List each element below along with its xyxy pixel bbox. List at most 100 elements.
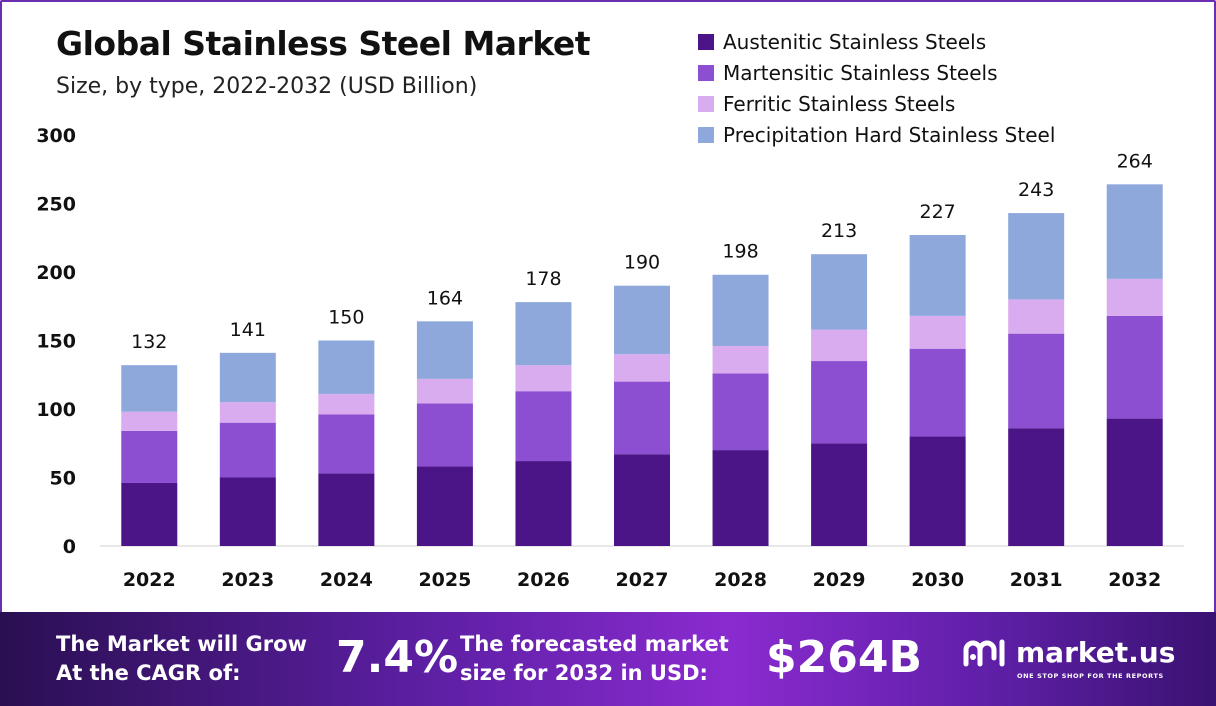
forecast-label: The forecasted market size for 2032 in U… (460, 630, 729, 688)
legend-label: Precipitation Hard Stainless Steel (723, 122, 1056, 147)
bar-total-label: 198 (722, 241, 758, 263)
y-tick-label: 200 (36, 262, 76, 284)
x-tick-label: 2030 (911, 569, 964, 591)
brand-tagline: ONE STOP SHOP FOR THE REPORTS (1017, 672, 1164, 680)
x-tick-label: 2026 (517, 569, 570, 591)
bar-segment (416, 378, 473, 404)
bar-total-label: 150 (328, 307, 364, 329)
legend-item: Ferritic Stainless Steels (698, 88, 1055, 119)
bar-segment (1008, 333, 1065, 429)
x-tick-label: 2022 (123, 569, 176, 591)
bar-segment (614, 381, 670, 455)
bar-segment (318, 473, 375, 546)
bar-segment (811, 361, 868, 444)
bar-total-label: 243 (1018, 179, 1054, 201)
brand-name: market.us (1016, 636, 1176, 669)
bar-segment (909, 235, 966, 316)
bar-total-label: 227 (920, 201, 956, 223)
bar-segment (1106, 418, 1163, 546)
bar-segment (1008, 299, 1065, 334)
bar-segment (909, 436, 966, 546)
bar-total-label: 264 (1117, 150, 1153, 172)
bar-total-label: 164 (427, 287, 463, 309)
bar-segment (318, 340, 375, 394)
cagr-value: 7.4% (336, 632, 459, 683)
bar-segment (712, 345, 769, 374)
legend-label: Ferritic Stainless Steels (723, 91, 956, 116)
forecast-label-line1: The forecasted market (460, 632, 729, 656)
market-us-logo-icon (963, 639, 1005, 666)
cagr-label-line1: The Market will Grow (56, 632, 307, 656)
bar-segment (614, 285, 670, 355)
bar-total-label: 132 (131, 331, 167, 353)
legend: Austenitic Stainless Steels Martensitic S… (698, 26, 1055, 150)
bar-segment (515, 461, 572, 546)
bar-segment (515, 302, 572, 366)
bar-segment (121, 365, 178, 412)
bar-total-label: 190 (624, 252, 660, 274)
bar-total-label: 178 (525, 268, 561, 290)
bar-segment (121, 411, 178, 431)
footer-banner: The Market will Grow At the CAGR of: 7.4… (0, 612, 1216, 706)
bar-segment (811, 329, 868, 362)
bar-segment (712, 274, 769, 346)
bar-segment (1008, 213, 1065, 300)
bar-total-label: 213 (821, 220, 857, 242)
bar-segment (1008, 428, 1065, 546)
x-tick-label: 2029 (813, 569, 866, 591)
x-tick-label: 2031 (1010, 569, 1063, 591)
y-tick-label: 150 (36, 331, 76, 353)
bar-segment (1106, 184, 1163, 279)
legend-item: Martensitic Stainless Steels (698, 57, 1055, 88)
chart-title: Global Stainless Steel Market (56, 24, 591, 63)
bar-segment (614, 354, 670, 382)
bar-segment (515, 391, 572, 462)
legend-swatch (698, 126, 714, 143)
bar-segment (614, 454, 670, 546)
bar-segment (1106, 278, 1163, 316)
bar-segment (811, 254, 868, 330)
legend-swatch (698, 64, 714, 81)
bar-total-label: 141 (230, 319, 266, 341)
x-tick-label: 2028 (714, 569, 767, 591)
legend-item: Precipitation Hard Stainless Steel (698, 119, 1055, 150)
bar-segment (121, 430, 178, 483)
y-tick-label: 300 (36, 125, 76, 147)
x-tick-label: 2023 (221, 569, 274, 591)
bar-segment (712, 373, 769, 451)
stacked-bar-chart: 0 50 100 150 200 250 300 132 2022 141 2023 150 2024 1… (36, 125, 1184, 591)
y-tick-label: 50 (50, 468, 76, 490)
y-tick-label: 0 (63, 536, 76, 558)
y-tick-label: 100 (36, 399, 76, 421)
forecast-value: $264B (766, 632, 922, 683)
legend-label: Martensitic Stainless Steels (723, 60, 998, 85)
bar-segment (515, 365, 572, 392)
bar-segment (1106, 315, 1163, 419)
bar-segment (219, 352, 276, 403)
bar-segment (121, 482, 178, 546)
bar-segment (712, 450, 769, 546)
bar-segment (318, 393, 375, 415)
bar-segment (416, 321, 473, 379)
bar-segment (219, 477, 276, 546)
cagr-label-line2: At the CAGR of: (56, 661, 241, 685)
legend-swatch (698, 95, 714, 112)
y-tick-label: 250 (36, 194, 76, 216)
bar-segment (219, 402, 276, 423)
chart-subtitle: Size, by type, 2022-2032 (USD Billion) (56, 74, 478, 99)
x-tick-label: 2025 (418, 569, 471, 591)
legend-item: Austenitic Stainless Steels (698, 26, 1055, 57)
x-tick-label: 2032 (1108, 569, 1161, 591)
brand[interactable]: market.us (962, 636, 1175, 669)
legend-label: Austenitic Stainless Steels (723, 29, 987, 54)
bar-segment (416, 403, 473, 467)
x-tick-label: 2027 (616, 569, 669, 591)
bar-segment (416, 466, 473, 546)
bar-segment (811, 443, 868, 546)
bar-segment (909, 315, 966, 349)
bar-segment (219, 422, 276, 478)
cagr-label: The Market will Grow At the CAGR of: (56, 630, 307, 688)
bar-segment (909, 348, 966, 437)
legend-swatch (698, 33, 714, 50)
x-tick-label: 2024 (320, 569, 373, 591)
